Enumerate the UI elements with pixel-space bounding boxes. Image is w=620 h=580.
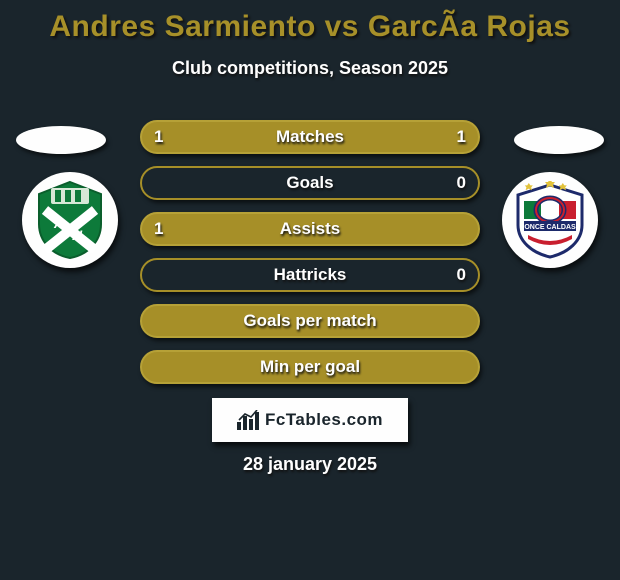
page-subtitle: Club competitions, Season 2025 <box>0 58 620 79</box>
stats-area: 1 Matches 1 Goals 0 1 Assists Hattricks … <box>0 120 620 396</box>
stat-row-goals-per-match: Goals per match <box>140 304 480 338</box>
stat-label: Goals <box>140 166 480 200</box>
page-title: Andres Sarmiento vs GarcÃ­a Rojas <box>0 0 620 44</box>
stat-label: Min per goal <box>140 350 480 384</box>
stat-row-min-per-goal: Min per goal <box>140 350 480 384</box>
stat-row-hattricks: Hattricks 0 <box>140 258 480 292</box>
brand-chart-icon <box>237 410 259 430</box>
stat-row-matches: 1 Matches 1 <box>140 120 480 154</box>
stat-label: Goals per match <box>140 304 480 338</box>
stat-right-value: 1 <box>457 120 466 154</box>
date-text: 28 january 2025 <box>0 454 620 475</box>
stat-right-value: 0 <box>457 258 466 292</box>
stat-label: Assists <box>140 212 480 246</box>
stat-label: Matches <box>140 120 480 154</box>
brand-text: FcTables.com <box>265 410 383 430</box>
stat-label: Hattricks <box>140 258 480 292</box>
brand-box: FcTables.com <box>212 398 408 442</box>
stat-row-assists: 1 Assists <box>140 212 480 246</box>
stat-row-goals: Goals 0 <box>140 166 480 200</box>
infographic: Andres Sarmiento vs GarcÃ­a Rojas Club c… <box>0 0 620 580</box>
stat-right-value: 0 <box>457 166 466 200</box>
